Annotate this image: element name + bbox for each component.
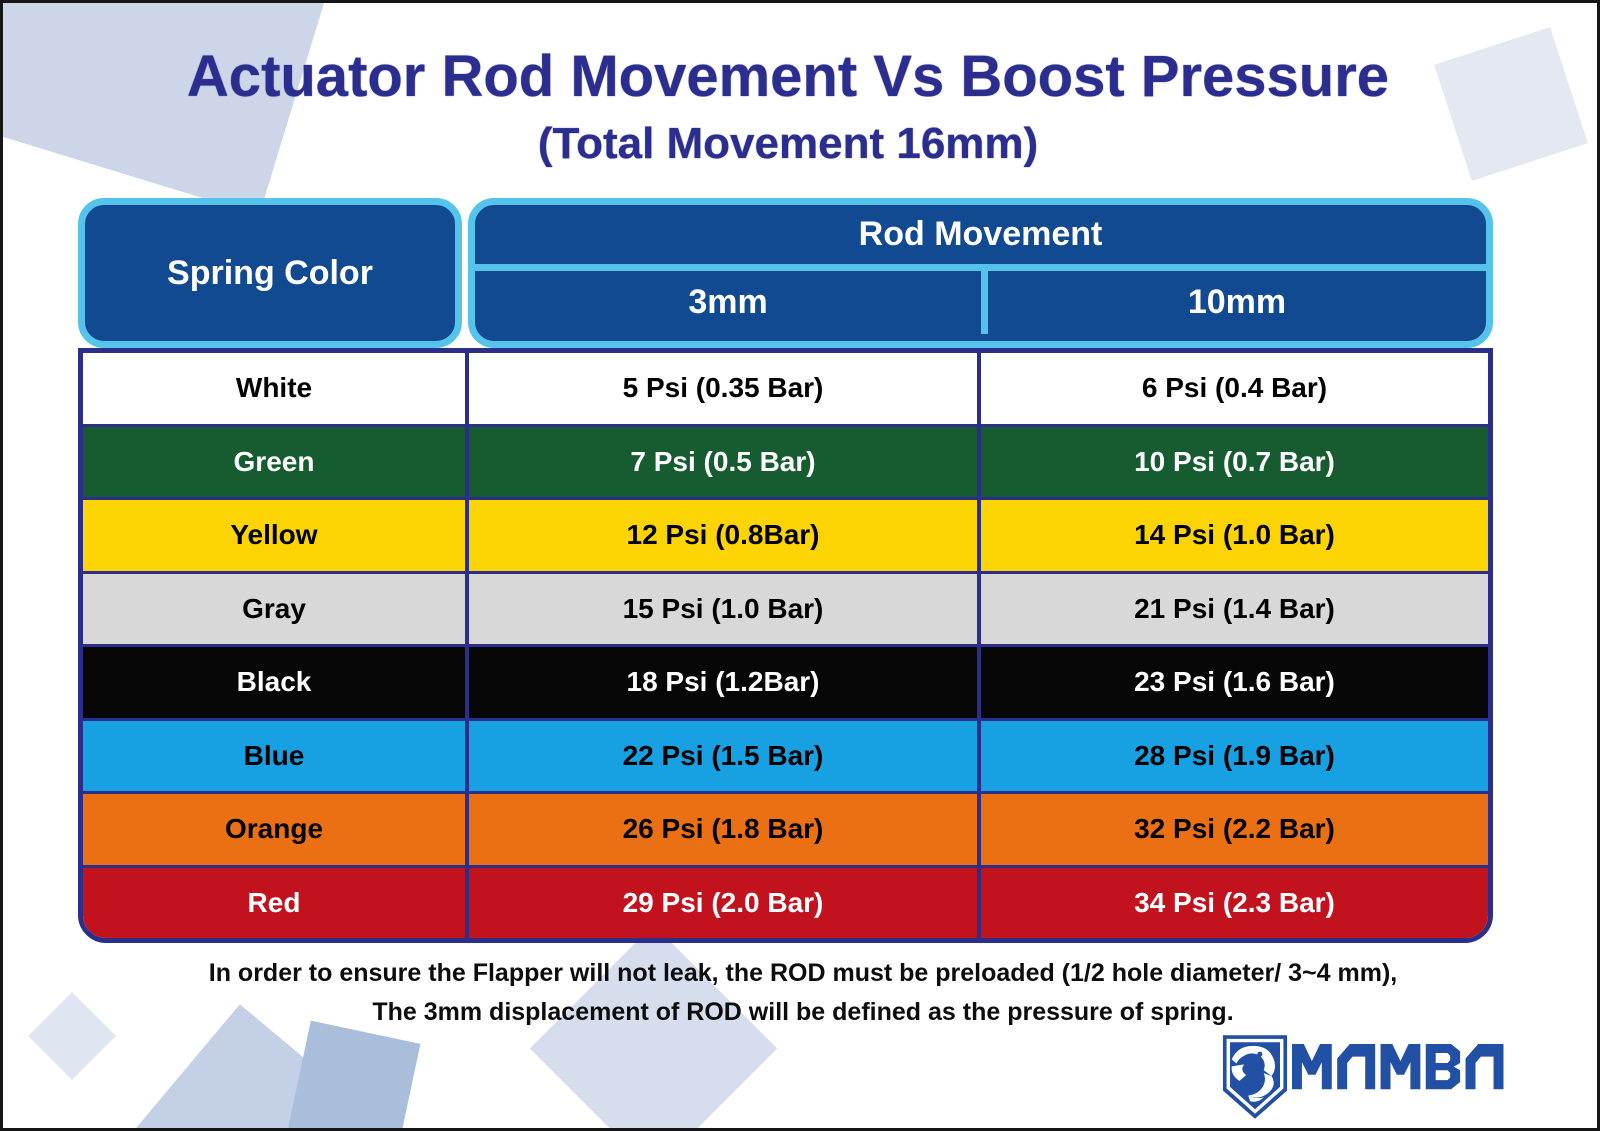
table-row-red: Red 29 Psi (2.0 Bar) 34 Psi (2.3 Bar) [83, 864, 1488, 938]
psi-10mm-cell: 28 Psi (1.9 Bar) [977, 720, 1488, 791]
spring-color-cell: Green [233, 445, 315, 477]
psi-10mm-cell: 32 Psi (2.2 Bar) [977, 794, 1488, 865]
table-row-white: White 5 Psi (0.35 Bar) 6 Psi (0.4 Bar) [83, 353, 1488, 424]
spring-color-cell: Orange [224, 813, 324, 845]
table-row-black: Black 18 Psi (1.2Bar) 23 Psi (1.6 Bar) [83, 644, 1488, 718]
column-header-3mm: 3mm [688, 283, 768, 321]
psi-3mm-cell: 5 Psi (0.35 Bar) [465, 353, 977, 424]
table-row-green: Green 7 Psi (0.5 Bar) 10 Psi (0.7 Bar) [83, 423, 1488, 497]
table-row-blue: Blue 22 Psi (1.5 Bar) 28 Psi (1.9 Bar) [83, 717, 1488, 791]
spring-color-header-label: Spring Color [167, 253, 373, 292]
spring-color-cell: Gray [242, 592, 306, 624]
spring-color-header-cell: Spring Color [78, 198, 462, 348]
table-row-orange: Orange 26 Psi (1.8 Bar) 32 Psi (2.2 Bar) [83, 791, 1488, 865]
decor-square-bottom-left-medium [287, 1020, 421, 1128]
spring-color-cell: Yellow [230, 519, 318, 551]
psi-10mm-cell: 14 Psi (1.0 Bar) [977, 500, 1488, 571]
psi-10mm-cell: 6 Psi (0.4 Bar) [977, 353, 1488, 424]
footnote-line-2: The 3mm displacement of ROD will be defi… [372, 998, 1234, 1026]
mamba-shield-icon [1222, 1035, 1288, 1119]
psi-10mm-cell: 23 Psi (1.6 Bar) [977, 647, 1488, 718]
psi-3mm-cell: 29 Psi (2.0 Bar) [465, 867, 977, 938]
mamba-snake-icon [1231, 1045, 1276, 1102]
footnote: In order to ensure the Flapper will not … [3, 954, 1597, 1032]
psi-3mm-cell: 18 Psi (1.2Bar) [465, 647, 977, 718]
psi-3mm-cell: 26 Psi (1.8 Bar) [465, 794, 977, 865]
table-row-yellow: Yellow 12 Psi (0.8Bar) 14 Psi (1.0 Bar) [83, 497, 1488, 571]
psi-10mm-cell: 10 Psi (0.7 Bar) [977, 426, 1488, 497]
psi-3mm-cell: 12 Psi (0.8Bar) [465, 500, 977, 571]
spring-color-cell: White [235, 372, 313, 404]
spring-color-cell: Blue [243, 739, 305, 771]
psi-10mm-cell: 21 Psi (1.4 Bar) [977, 573, 1488, 644]
mamba-wordmark [1292, 1044, 1504, 1090]
column-header-10mm: 10mm [981, 271, 1486, 334]
rod-movement-header-label: Rod Movement [475, 205, 1486, 271]
mamba-logo [1221, 1033, 1507, 1121]
psi-3mm-cell: 22 Psi (1.5 Bar) [465, 720, 977, 791]
spring-color-cell: Red [247, 886, 301, 918]
spring-color-cell: Black [236, 666, 312, 698]
page-subtitle: (Total Movement 16mm) [537, 119, 1039, 168]
psi-3mm-cell: 7 Psi (0.5 Bar) [465, 426, 977, 497]
rod-movement-header-cell: Rod Movement 3mm 10mm [468, 198, 1493, 348]
page-title: Actuator Rod Movement Vs Boost Pressure [186, 44, 1390, 109]
psi-10mm-cell: 34 Psi (2.3 Bar) [977, 867, 1488, 938]
spring-pressure-table: White 5 Psi (0.35 Bar) 6 Psi (0.4 Bar) G… [78, 348, 1493, 943]
psi-3mm-cell: 15 Psi (1.0 Bar) [465, 573, 977, 644]
footnote-line-1: In order to ensure the Flapper will not … [208, 959, 1398, 987]
table-row-gray: Gray 15 Psi (1.0 Bar) 21 Psi (1.4 Bar) [83, 570, 1488, 644]
